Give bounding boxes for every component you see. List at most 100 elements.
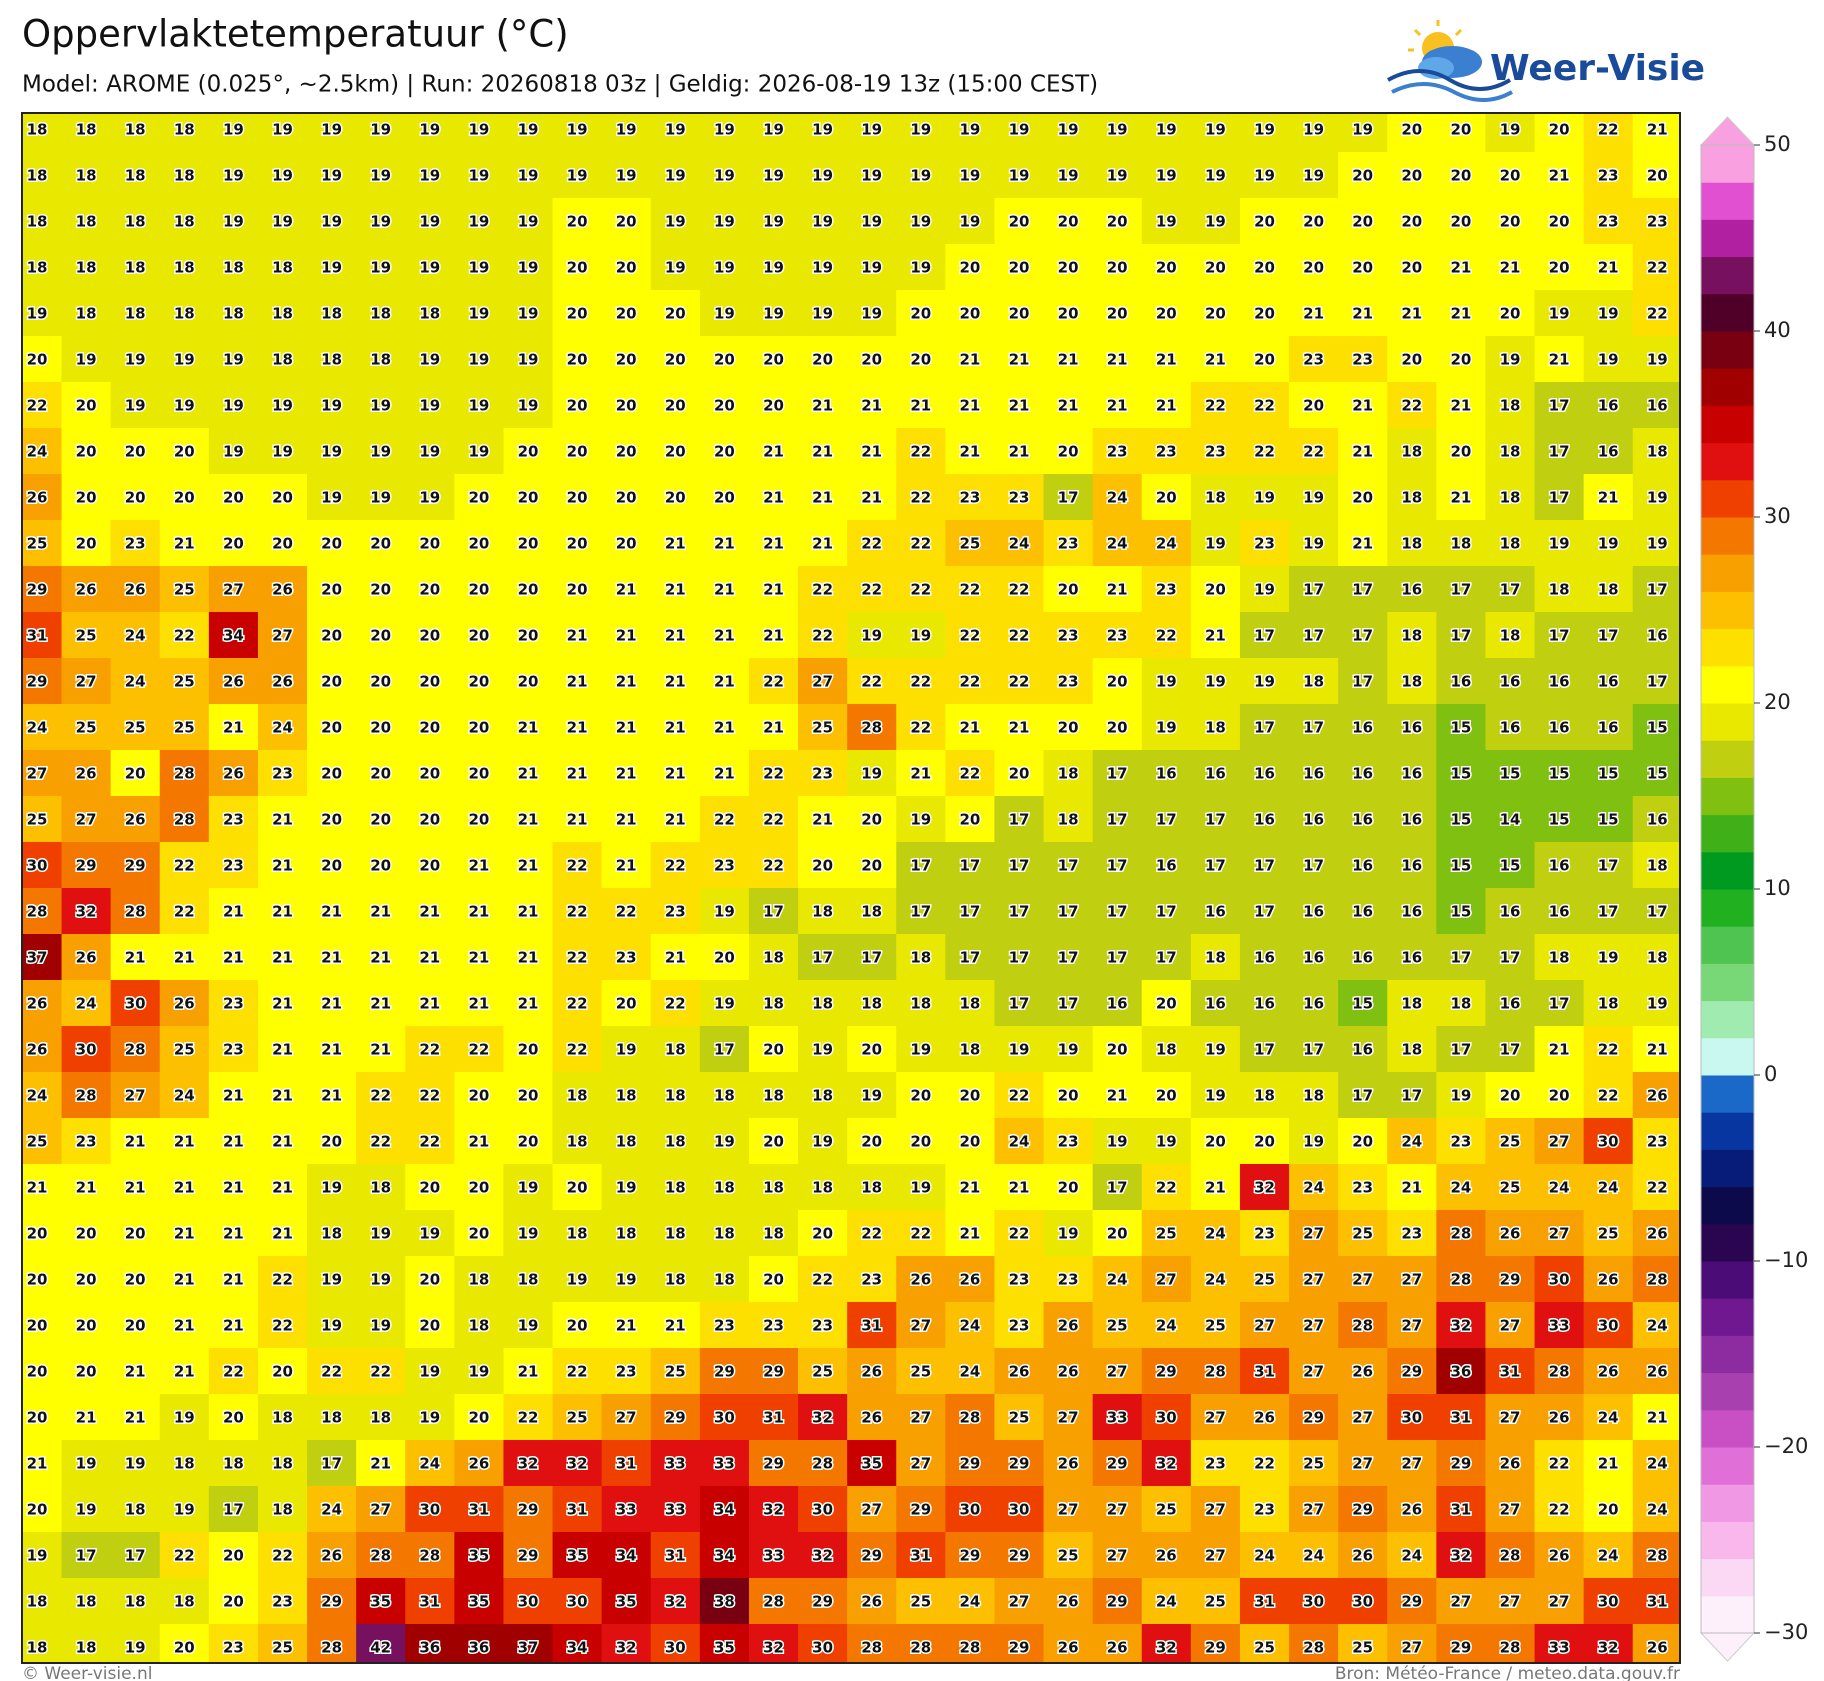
temp-label: 23 bbox=[714, 1317, 735, 1335]
temp-label: 29 bbox=[1107, 1593, 1128, 1611]
temp-cell bbox=[1436, 980, 1487, 1027]
temp-cell bbox=[1092, 566, 1143, 613]
temp-cell bbox=[1583, 796, 1634, 843]
temp-label: 19 bbox=[1156, 719, 1177, 737]
colorbar-band bbox=[1701, 442, 1754, 481]
temp-label: 26 bbox=[1058, 1363, 1079, 1381]
temp-cell bbox=[1190, 474, 1241, 521]
temp-cell bbox=[110, 1348, 161, 1395]
temp-label: 20 bbox=[714, 443, 735, 461]
temp-label: 18 bbox=[223, 259, 244, 277]
temp-label: 18 bbox=[76, 1639, 97, 1657]
colorbar-band bbox=[1701, 405, 1754, 444]
temp-label: 17 bbox=[1647, 581, 1668, 599]
temp-cell bbox=[1190, 520, 1241, 567]
temp-label: 19 bbox=[1450, 1087, 1471, 1105]
temp-cell bbox=[1583, 842, 1634, 889]
temp-cell bbox=[945, 1578, 996, 1625]
temp-cell bbox=[798, 1164, 848, 1211]
temp-label: 21 bbox=[910, 765, 931, 783]
temp-cell bbox=[159, 244, 210, 291]
temp-label: 21 bbox=[1009, 351, 1030, 369]
temp-cell bbox=[110, 113, 161, 153]
temp-cell bbox=[1239, 1302, 1290, 1349]
temp-cell bbox=[1485, 1026, 1536, 1073]
temp-cell bbox=[552, 1026, 603, 1073]
temp-cell bbox=[945, 1624, 996, 1663]
temp-label: 24 bbox=[1303, 1179, 1324, 1197]
temp-label: 19 bbox=[321, 259, 342, 277]
temp-label: 21 bbox=[1401, 305, 1422, 323]
temp-label: 27 bbox=[1107, 1363, 1128, 1381]
temp-label: 21 bbox=[616, 581, 637, 599]
temp-label: 15 bbox=[1549, 811, 1570, 829]
temp-cell bbox=[1141, 1210, 1192, 1257]
temp-label: 18 bbox=[27, 1639, 48, 1657]
temp-label: 20 bbox=[616, 489, 637, 507]
temp-cell bbox=[1436, 336, 1487, 383]
temp-cell bbox=[503, 796, 554, 843]
temp-cell bbox=[22, 1440, 63, 1487]
temp-label: 21 bbox=[223, 1225, 244, 1243]
temp-cell bbox=[1289, 1578, 1339, 1625]
temp-cell bbox=[1239, 244, 1290, 291]
temp-cell bbox=[1338, 566, 1388, 613]
temp-label: 19 bbox=[174, 351, 195, 369]
temp-cell bbox=[307, 1302, 357, 1349]
temp-cell bbox=[552, 1348, 603, 1395]
temp-cell bbox=[257, 1624, 308, 1663]
temp-label: 20 bbox=[518, 489, 539, 507]
temp-label: 18 bbox=[1156, 1041, 1177, 1059]
temp-label: 22 bbox=[567, 1363, 588, 1381]
temp-cell bbox=[503, 244, 554, 291]
temp-label: 17 bbox=[1303, 719, 1324, 737]
temp-cell bbox=[1289, 842, 1339, 889]
temp-cell bbox=[896, 336, 946, 383]
temp-cell bbox=[61, 1210, 112, 1257]
temp-label: 20 bbox=[419, 811, 440, 829]
temp-cell bbox=[159, 1164, 210, 1211]
temp-cell bbox=[356, 1164, 406, 1211]
temp-label: 18 bbox=[125, 121, 146, 139]
temp-cell bbox=[159, 1394, 210, 1441]
temp-cell bbox=[1436, 474, 1487, 521]
temp-cell bbox=[503, 382, 554, 429]
temp-label: 18 bbox=[223, 305, 244, 323]
temp-label: 19 bbox=[419, 121, 440, 139]
temp-cell bbox=[454, 1348, 505, 1395]
temp-label: 23 bbox=[1156, 443, 1177, 461]
temp-cell bbox=[1043, 1394, 1094, 1441]
temp-cell bbox=[601, 612, 652, 659]
temp-cell bbox=[61, 244, 112, 291]
temp-label: 20 bbox=[714, 397, 735, 415]
temp-label: 17 bbox=[1303, 581, 1324, 599]
temp-label: 18 bbox=[321, 351, 342, 369]
temp-cell bbox=[454, 1256, 505, 1303]
temp-label: 20 bbox=[125, 765, 146, 783]
temp-label: 18 bbox=[665, 1133, 686, 1151]
temp-label: 21 bbox=[321, 1087, 342, 1105]
temp-cell bbox=[699, 1624, 750, 1663]
temp-label: 19 bbox=[616, 1179, 637, 1197]
temp-label: 20 bbox=[76, 1317, 97, 1335]
temp-label: 35 bbox=[861, 1455, 882, 1473]
temp-label: 22 bbox=[567, 903, 588, 921]
temp-cell bbox=[307, 1072, 357, 1119]
temp-cell bbox=[454, 842, 505, 889]
temp-label: 21 bbox=[518, 949, 539, 967]
temp-cell bbox=[1583, 750, 1634, 797]
temp-cell bbox=[552, 1164, 603, 1211]
temp-label: 18 bbox=[125, 1593, 146, 1611]
temp-cell bbox=[601, 428, 652, 475]
temp-cell bbox=[1436, 658, 1487, 705]
temp-label: 19 bbox=[174, 1409, 195, 1427]
temp-cell bbox=[61, 750, 112, 797]
temp-cell bbox=[1289, 1394, 1339, 1441]
temp-label: 19 bbox=[812, 121, 833, 139]
temp-label: 19 bbox=[861, 213, 882, 231]
temp-label: 21 bbox=[1058, 397, 1079, 415]
temp-label: 19 bbox=[223, 213, 244, 231]
temp-label: 19 bbox=[812, 213, 833, 231]
temp-label: 20 bbox=[321, 1133, 342, 1151]
temp-label: 22 bbox=[1009, 1225, 1030, 1243]
